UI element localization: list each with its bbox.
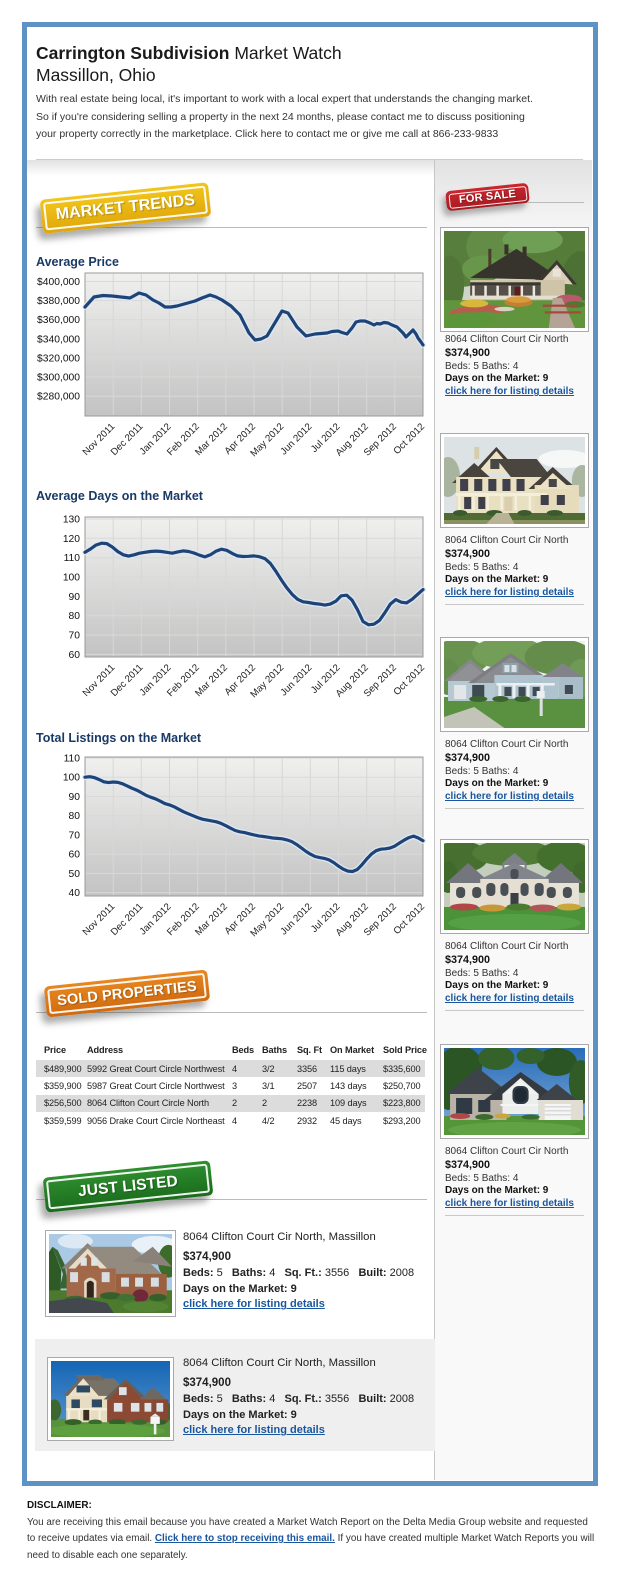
svg-text:110: 110	[64, 754, 81, 765]
svg-text:40: 40	[69, 888, 81, 899]
svg-text:Oct 2012: Oct 2012	[392, 901, 428, 937]
svg-text:60: 60	[69, 850, 81, 861]
svg-text:$400,000: $400,000	[37, 277, 80, 288]
svg-text:$360,000: $360,000	[37, 315, 80, 326]
svg-text:90: 90	[69, 592, 81, 603]
svg-text:Oct 2012: Oct 2012	[392, 421, 428, 457]
svg-text:100: 100	[63, 773, 80, 784]
svg-text:120: 120	[63, 534, 80, 545]
svg-text:Oct 2012: Oct 2012	[392, 662, 428, 698]
svg-text:130: 130	[63, 515, 80, 526]
svg-text:$320,000: $320,000	[37, 353, 80, 364]
svg-text:$280,000: $280,000	[37, 392, 80, 403]
svg-text:70: 70	[69, 631, 81, 642]
svg-text:100: 100	[63, 573, 80, 584]
svg-text:90: 90	[69, 792, 81, 803]
svg-text:$300,000: $300,000	[37, 373, 80, 384]
svg-text:$340,000: $340,000	[37, 334, 80, 345]
svg-text:60: 60	[69, 650, 81, 661]
svg-text:50: 50	[69, 869, 81, 880]
svg-text:$380,000: $380,000	[37, 296, 80, 307]
svg-text:70: 70	[69, 830, 81, 841]
svg-text:80: 80	[69, 811, 81, 822]
svg-text:80: 80	[69, 611, 81, 622]
svg-text:110: 110	[64, 553, 81, 564]
